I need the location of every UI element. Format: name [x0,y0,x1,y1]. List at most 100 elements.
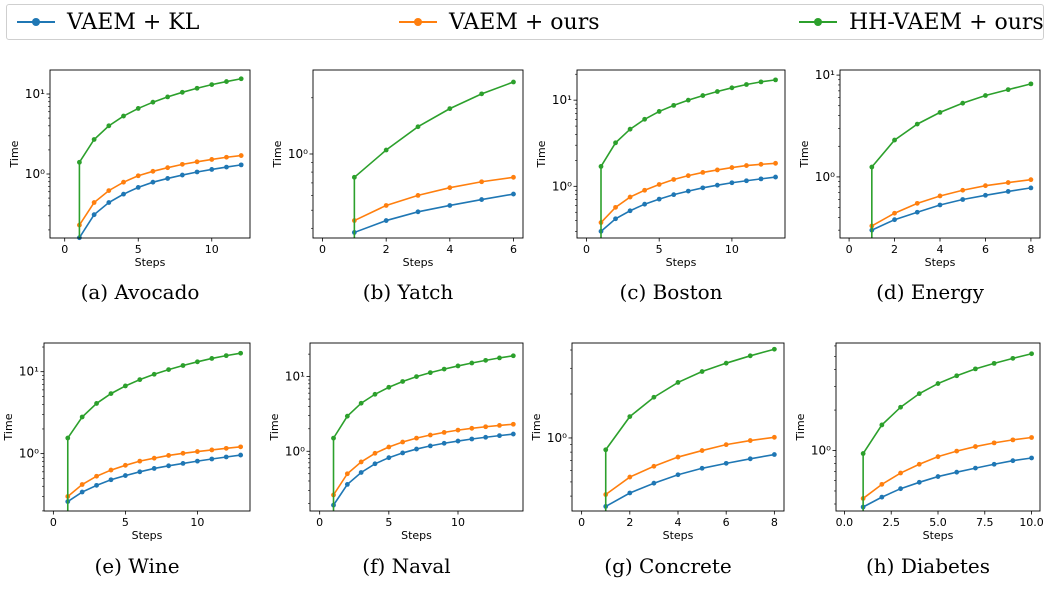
chart-panel: 10⁰ 10¹ 0 5 10 Steps Time (c) Boston [535,69,786,304]
plot-frame [49,69,251,239]
x-tick-label: 0 [61,243,68,256]
data-point [150,99,156,105]
data-point [209,447,215,453]
data-point [497,433,502,439]
data-point [991,440,997,446]
data-point [479,91,485,97]
data-point [414,446,419,452]
data-point [137,377,143,383]
x-tick-label: 10 [451,516,465,529]
plot-frame [571,342,785,512]
data-point [358,459,364,465]
data-point [914,121,920,127]
data-point [729,180,735,186]
chart-caption: (g) Concrete [604,554,731,578]
data-point [699,465,705,471]
series-line [605,436,775,496]
series-line [67,352,241,439]
x-tick-label: 8 [771,516,778,529]
data-point [455,427,461,433]
chart-caption: (a) Avocado [81,280,200,304]
data-point [358,400,364,406]
data-point [598,164,604,169]
data-point [383,218,389,223]
data-point [447,203,453,208]
data-point [723,442,729,448]
x-tick-label: 5.0 [929,516,947,529]
data-point [122,383,128,389]
data-point [758,79,764,85]
series-line [862,457,1032,508]
data-point [238,444,244,450]
y-tick-label: 10⁰ [815,170,835,184]
data-point [651,480,657,486]
data-point [773,160,778,166]
data-point [469,425,475,431]
data-point [771,346,777,352]
data-point [729,85,735,91]
data-point [960,187,966,193]
data-point [79,414,85,420]
data-point [510,421,516,427]
data-point [166,463,172,469]
data-point [642,116,648,122]
data-point [916,479,922,485]
data-point [671,192,677,198]
data-point [744,178,749,184]
x-tick-label: 0.0 [836,516,854,529]
chart-panel: 10⁰ 0 2 4 6 8 Steps Time (g) Concrete [530,342,785,578]
data-point [1010,437,1016,443]
data-point [455,363,461,369]
legend-line-marker-icon [799,18,837,26]
data-point [383,147,389,153]
data-point [675,380,681,385]
data-point [479,179,485,185]
legend: VAEM + KL VAEM + ours HH-VAEM + ours [6,4,1044,40]
y-axis-label: Time [794,413,807,441]
data-point [675,454,681,460]
data-point [1029,435,1034,440]
data-point [714,89,720,94]
data-point [627,208,633,214]
data-point [892,217,897,223]
data-point [94,401,99,406]
data-point [414,435,419,441]
legend-line-marker-icon [17,18,55,26]
data-point [79,482,85,487]
x-axis-label: Steps [403,256,434,269]
chart-panel: 10⁰ 0 2 4 6 Steps Time (b) Yatch [271,69,524,304]
x-axis-label: Steps [923,529,954,542]
data-point [238,162,244,168]
data-point [747,438,753,443]
data-point [386,455,392,461]
data-point [400,379,406,384]
data-point [642,187,648,193]
data-point [879,481,885,487]
data-point [1005,180,1011,185]
data-point [1028,81,1034,87]
chart-caption: (f) Naval [362,554,450,578]
data-point [427,432,433,438]
x-tick-label: 2 [383,243,390,256]
data-point [510,431,516,437]
data-point [773,174,778,180]
y-axis-label: Time [530,413,543,441]
series-line [862,436,1032,500]
data-point [1029,351,1034,357]
data-point [238,153,244,158]
y-tick-label: 10⁰ [285,444,305,458]
x-tick-label: 10.0 [1019,516,1044,529]
data-point [91,137,97,142]
data-point [898,486,903,492]
data-point [209,456,215,462]
data-point [973,366,978,372]
x-axis-label: Steps [401,529,432,542]
data-point [135,106,141,111]
data-point [455,438,461,444]
data-point [916,461,922,467]
data-point [914,200,920,206]
data-point [151,455,157,461]
data-point [108,467,114,473]
data-point [892,137,897,143]
x-tick-label: 0 [846,243,853,256]
